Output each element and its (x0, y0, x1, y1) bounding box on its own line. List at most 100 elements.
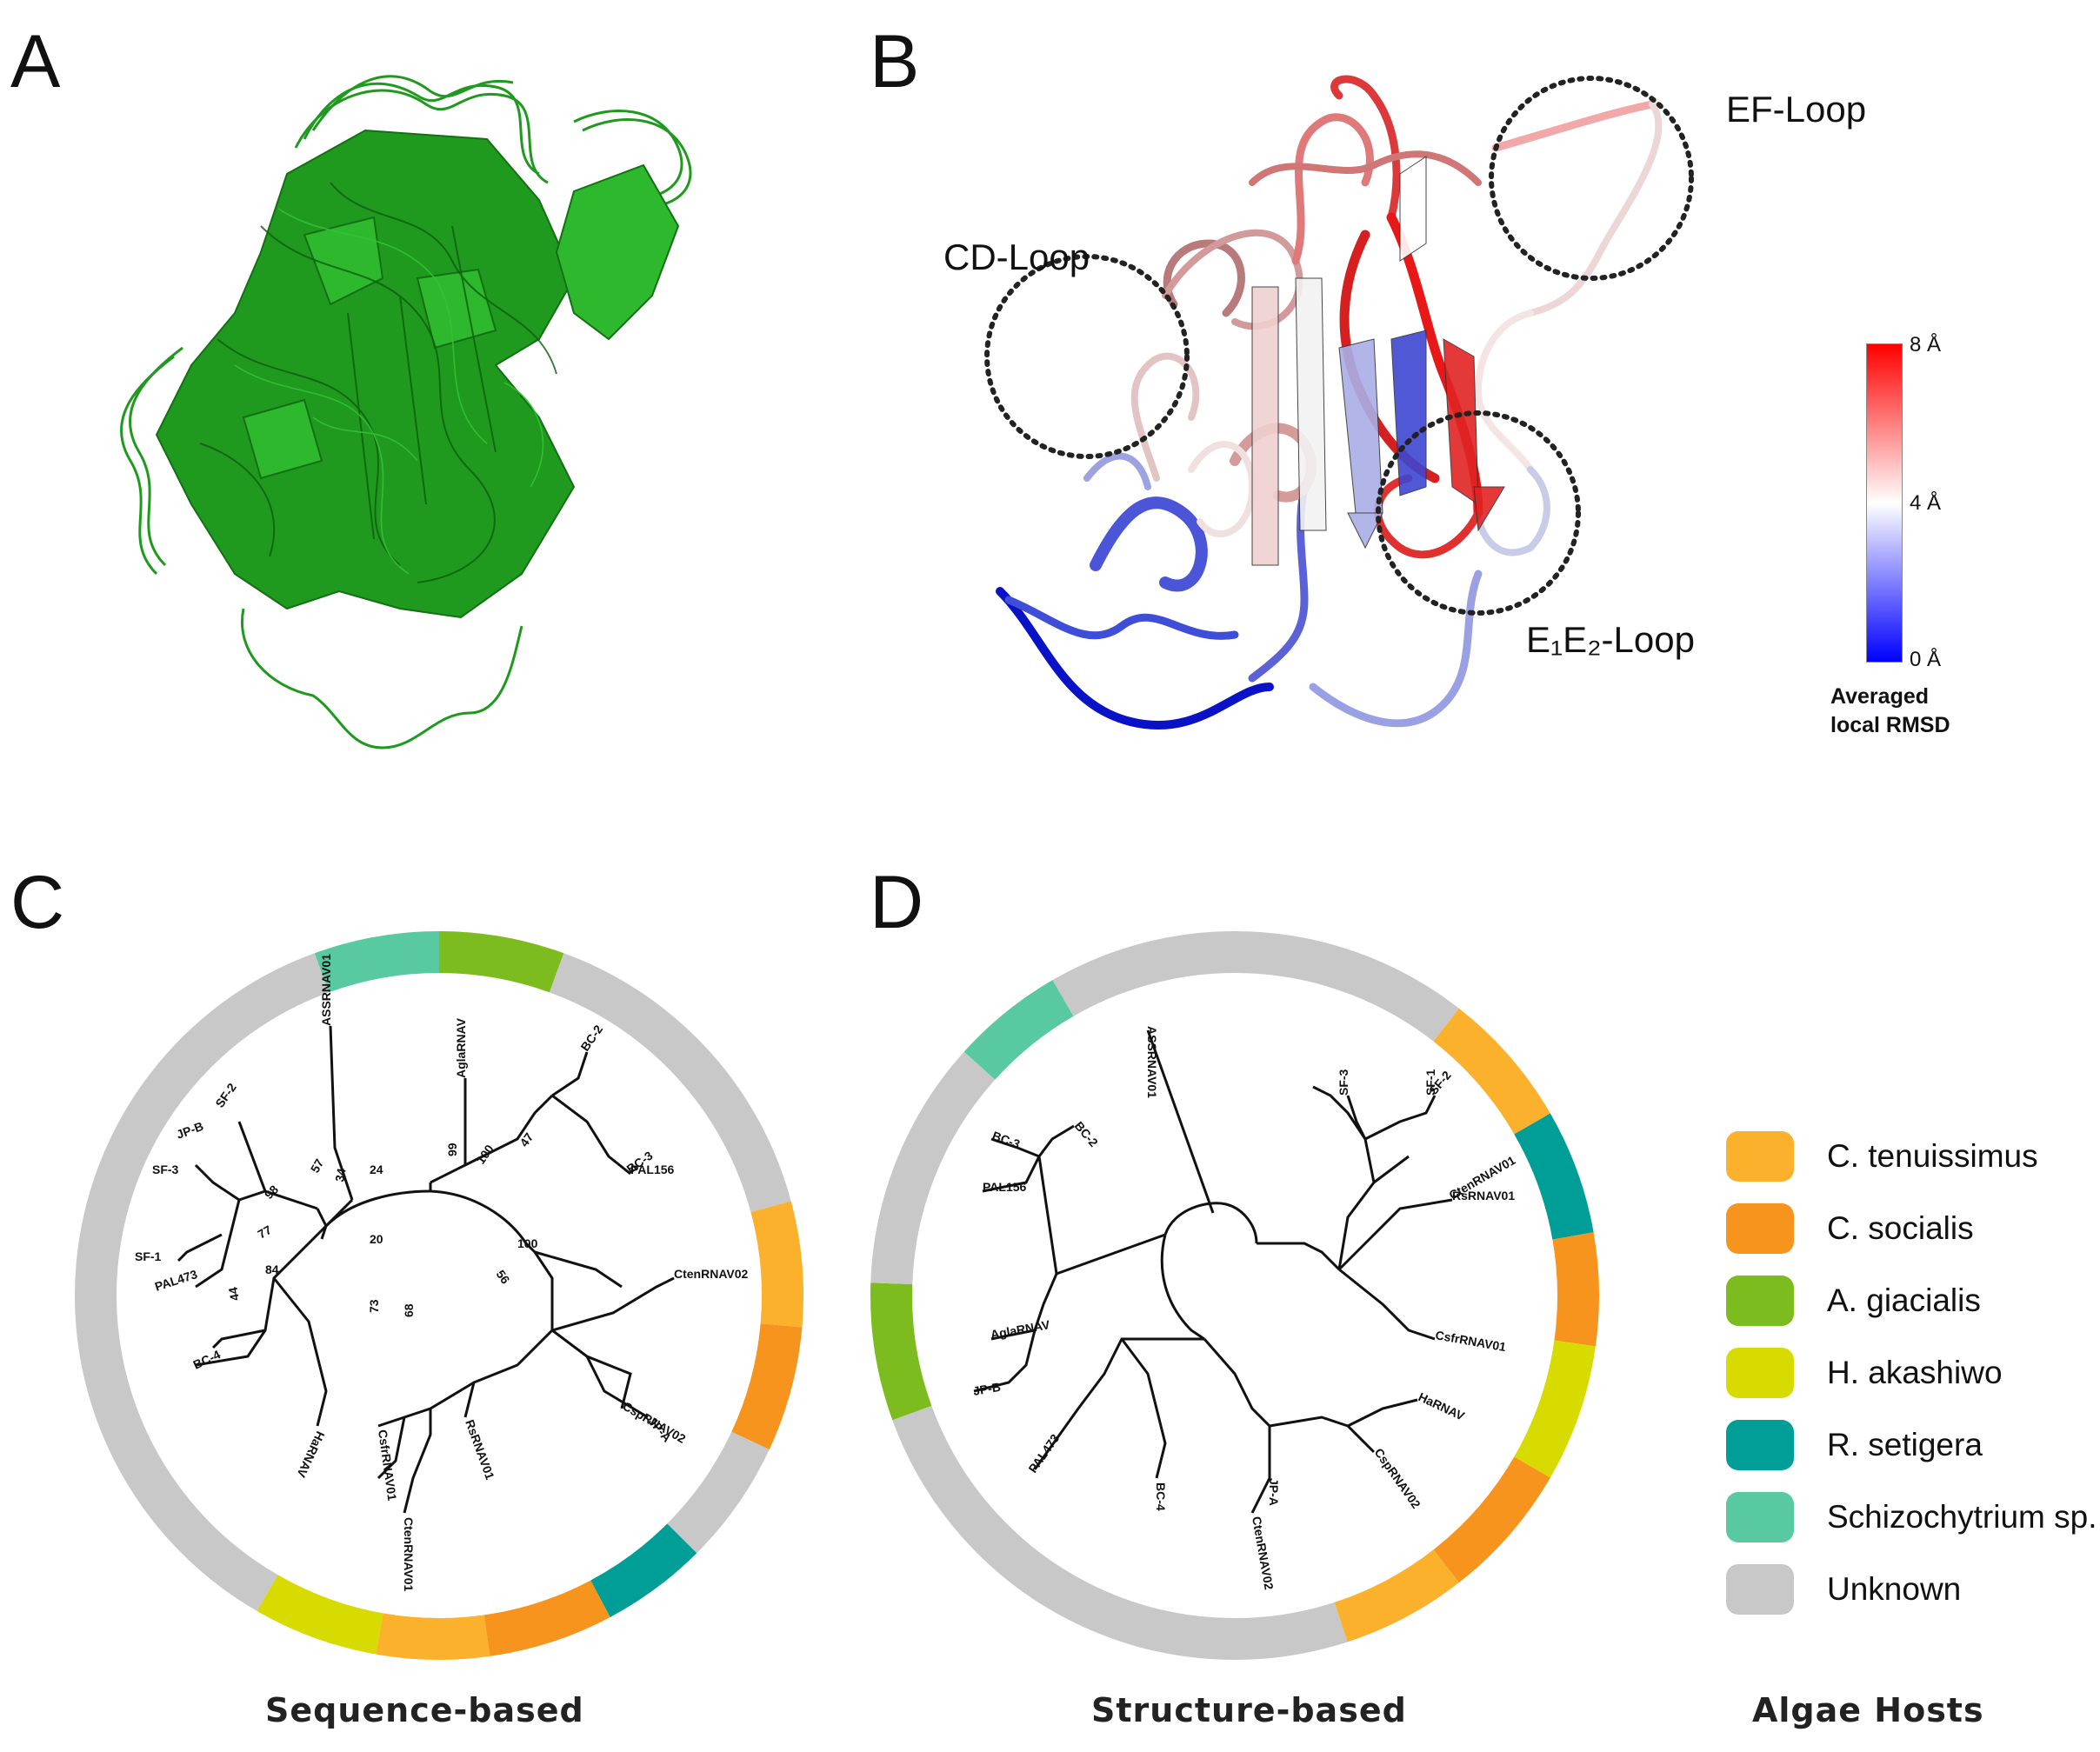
leaf-label: SF-1 (1423, 1069, 1437, 1096)
host-ring-segment (483, 1580, 610, 1656)
leaf-label: PAL156 (983, 1180, 1027, 1194)
legend-swatch (1726, 1420, 1794, 1470)
leaf-label: BC-4 (1154, 1482, 1168, 1511)
leaf-label: AglaRNAV (990, 1317, 1051, 1342)
bootstrap-label: 84 (265, 1262, 279, 1276)
host-ring-segment (376, 1613, 490, 1660)
ef-loop-label: EF-Loop (1726, 89, 1867, 130)
bootstrap-label: 47 (517, 1130, 536, 1149)
legend-item-c-tenuissimus: C. tenuissimus (1726, 1130, 2038, 1182)
leaf-label: PAL473 (1025, 1431, 1062, 1476)
leaf-label: BC-4 (191, 1347, 223, 1371)
host-ring-segment (667, 1431, 770, 1554)
host-ring-segment (750, 1201, 803, 1328)
panel-letter-a: A (10, 20, 61, 103)
legend-label: Unknown (1827, 1571, 1962, 1607)
colorbar-title-line1: Averaged (1830, 684, 1930, 709)
leaf-label: HaRNAV (294, 1429, 328, 1481)
legend-swatch (1726, 1276, 1794, 1326)
colorbar-tick-mid: 4 Å (1910, 491, 1942, 515)
bootstrap-label: 34 (332, 1167, 348, 1182)
tree-c-branches (177, 1025, 675, 1514)
host-ring-c (75, 931, 803, 1660)
leaf-label: JP-B (972, 1380, 1002, 1398)
colorbar-tick-high: 8 Å (1910, 333, 1942, 356)
panel-letter-d: D (870, 861, 924, 944)
leaf-label: BC-2 (1072, 1119, 1101, 1149)
legend-swatch (1726, 1203, 1794, 1254)
e1e2-loop-label: E₁E₂-Loop (1526, 619, 1695, 660)
leaf-label: SF-3 (152, 1162, 179, 1176)
leaf-label: CspRNAV02 (1372, 1446, 1423, 1511)
protein-ensemble-image (120, 75, 692, 749)
host-ring-segment (438, 931, 564, 993)
bootstrap-label: 77 (256, 1222, 275, 1242)
bootstrap-label: 56 (494, 1268, 513, 1287)
legend-title: Algae Hosts (1752, 1691, 1984, 1729)
bootstrap-label: 100 (473, 1142, 497, 1166)
host-ring-segment (1514, 1340, 1596, 1478)
host-ring-segment (1552, 1232, 1599, 1347)
leaf-label: SF-2 (212, 1081, 239, 1110)
host-ring-segment (590, 1523, 697, 1617)
bootstrap-label: 99 (445, 1142, 459, 1156)
legend-item-unknown: Unknown (1726, 1563, 1961, 1615)
host-ring-segment (314, 931, 440, 993)
host-ring-segment (549, 953, 791, 1213)
leaf-label: SF-3 (1337, 1069, 1350, 1096)
legend-item-schizochytrium: Schizochytrium sp. (1726, 1491, 2097, 1543)
host-ring-segment (1334, 1549, 1459, 1642)
legend-swatch (1726, 1131, 1794, 1182)
bootstrap-label: 68 (402, 1303, 416, 1317)
bootstrap-label: 73 (367, 1299, 381, 1313)
bootstrap-label: 100 (517, 1236, 538, 1250)
host-ring-segment (870, 1282, 932, 1421)
legend-swatch (1726, 1564, 1794, 1615)
legend-label: H. akashiwo (1827, 1355, 2003, 1390)
host-ring-segment (1433, 1008, 1550, 1135)
host-ring-segment (731, 1323, 803, 1450)
tree-d-leaf-labels: ASSRNAV01 SF-3 SF-1SF-2CtenRNAV01RsRNAV01C… (972, 1026, 1518, 1591)
structure-tree: ASSRNAV01 SF-3 SF-1SF-2CtenRNAV01RsRNAV01C… (870, 931, 1599, 1660)
leaf-label: JP-B (175, 1119, 205, 1142)
leaf-label: CsfrRNAV01 (1434, 1328, 1507, 1354)
leaf-label: RsRNAV01 (1452, 1189, 1515, 1202)
tree-d-branches (973, 1029, 1453, 1514)
leaf-label: CtenRNAV02 (674, 1267, 749, 1281)
cd-loop-label: CD-Loop (943, 236, 1090, 277)
leaf-label: CtenRNAV02 (1250, 1516, 1277, 1591)
leaf-label: PAL473 (153, 1267, 199, 1294)
bootstrap-label: 44 (225, 1286, 241, 1302)
legend-item-h-akashiwo: H. akashiwo (1726, 1347, 2003, 1399)
host-ring-segment (1433, 1456, 1550, 1583)
host-ring-segment (892, 1405, 1348, 1660)
host-ring-segment (870, 1051, 996, 1285)
bootstrap-label: 20 (370, 1232, 383, 1246)
host-ring-segment (1514, 1113, 1594, 1240)
rmsd-colorbar (1866, 343, 1903, 663)
legend-item-a-giacialis: A. giacialis (1726, 1275, 1981, 1327)
panel-letter-b: B (870, 20, 920, 103)
leaf-label: BC-3 (990, 1129, 1022, 1151)
leaf-label: ASSRNAV01 (1145, 1026, 1159, 1098)
leaf-label: ASSRNAV01 (319, 954, 333, 1026)
leaf-label: JP-A (1267, 1478, 1281, 1506)
leaf-label: CtenRNAV01 (402, 1517, 416, 1592)
legend-label: C. socialis (1827, 1210, 1974, 1246)
bootstrap-label: 24 (370, 1162, 383, 1176)
bootstrap-label: 98 (262, 1182, 281, 1202)
leaf-label: PAL156 (630, 1162, 675, 1176)
leaf-label: CsfrRNAV01 (376, 1429, 399, 1502)
host-ring-segment (75, 953, 330, 1611)
host-ring-segment (963, 980, 1074, 1081)
leaf-label: RsRNAV01 (463, 1418, 497, 1482)
bootstrap-label: 57 (308, 1156, 327, 1176)
colorbar-title-line2: local RMSD (1830, 712, 1950, 737)
host-ring-d (870, 931, 1599, 1660)
colorbar-tick-low: 0 Å (1910, 648, 1942, 671)
leaf-label: HaRNAV (1417, 1389, 1468, 1423)
leaf-label: SF-1 (135, 1249, 162, 1263)
legend-label: R. setigera (1827, 1427, 1983, 1462)
caption-sequence-based: Sequence-based (265, 1691, 584, 1729)
